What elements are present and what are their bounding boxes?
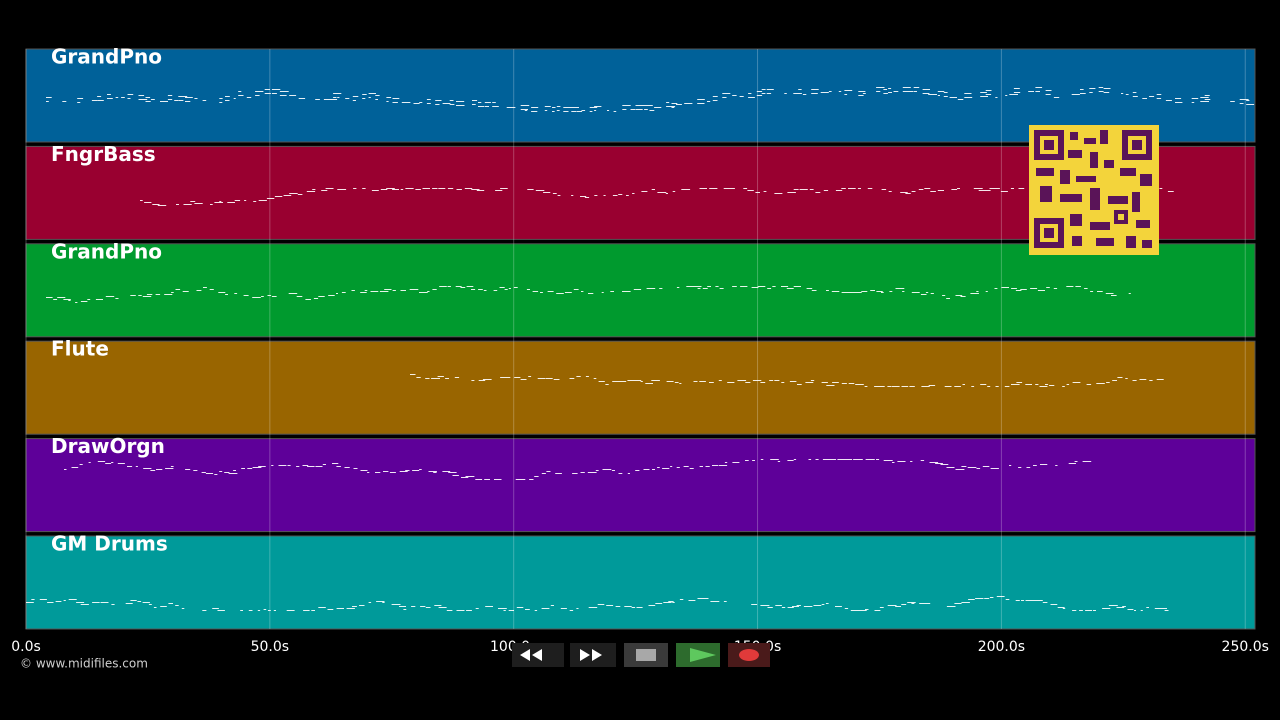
stop-button[interactable] <box>624 643 668 667</box>
track-band <box>25 340 1256 435</box>
track-name: GM Drums <box>51 532 168 556</box>
qr-code <box>1029 125 1159 255</box>
track-name: GrandPno <box>51 239 162 263</box>
tick-label: 0.0s <box>11 639 41 655</box>
note-pattern <box>410 374 1164 387</box>
note-pattern <box>46 87 1255 112</box>
note-pattern <box>64 459 1092 480</box>
play-button[interactable] <box>676 643 720 667</box>
tick-label: 200.0s <box>978 639 1025 655</box>
transport-controls <box>512 643 770 667</box>
track-band <box>25 535 1256 630</box>
track-name: GrandPno <box>51 45 162 69</box>
track-area <box>25 48 1256 630</box>
note-pattern <box>26 596 1169 611</box>
track-name: DrawOrgn <box>51 434 165 458</box>
fast-forward-button[interactable] <box>570 643 616 667</box>
tick-label: 250.0s <box>1222 639 1269 655</box>
track-name: FngrBass <box>51 142 156 166</box>
grid <box>25 49 1246 629</box>
track-band <box>25 243 1256 338</box>
rewind-button[interactable] <box>512 643 564 667</box>
credit: © www.midifiles.com <box>20 657 148 671</box>
track-labels: GrandPno FngrBass GrandPno Flute DrawOrgn GM … <box>51 45 168 556</box>
record-button[interactable] <box>728 643 770 667</box>
note-pattern <box>46 286 1131 303</box>
tick-label: 50.0s <box>251 639 289 655</box>
track-name: Flute <box>51 337 109 361</box>
track-band <box>25 438 1256 533</box>
